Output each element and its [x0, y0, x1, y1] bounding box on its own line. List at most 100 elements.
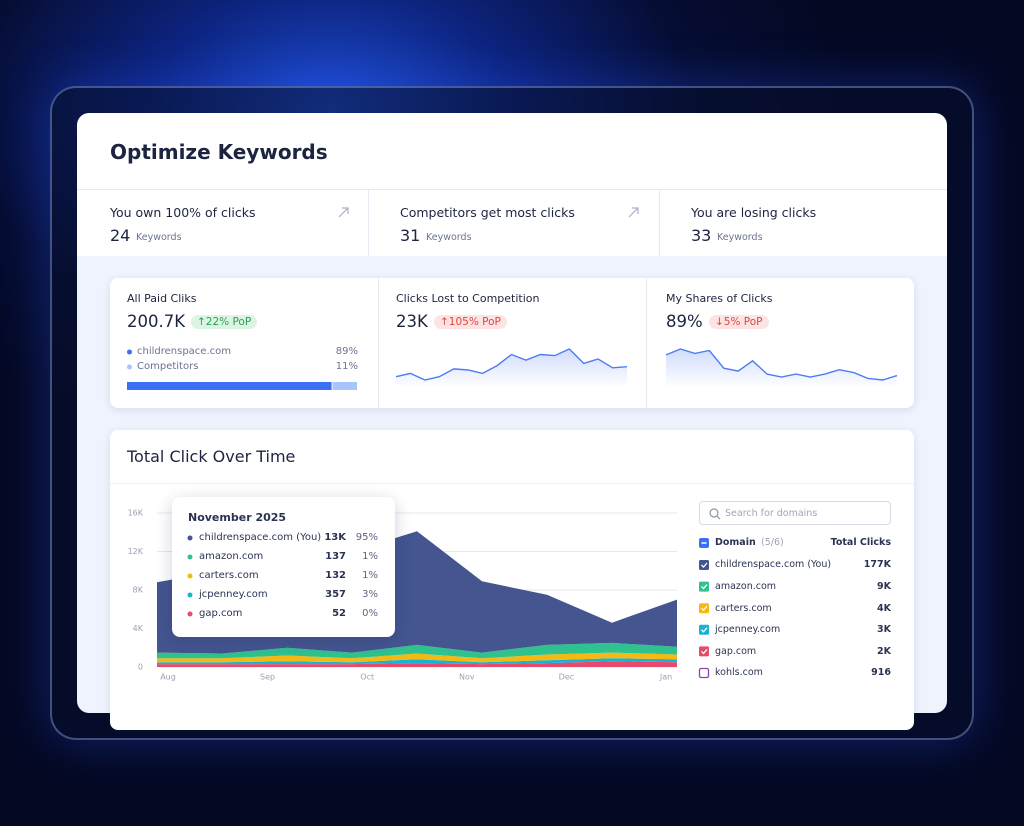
legend-total: 9K	[877, 580, 891, 592]
tooltip: November 2025 childrenspace.com (You) 13K 9…	[172, 497, 395, 637]
legend-dot	[127, 349, 132, 355]
legend-name: jcpenney.com	[715, 624, 781, 636]
sparkline-area	[396, 349, 627, 388]
x-tick-label: Nov	[459, 673, 475, 682]
arrow-icon	[338, 207, 349, 218]
tooltip-value: 13K	[324, 532, 346, 543]
summary-unit: Keywords	[426, 232, 472, 244]
divider	[368, 189, 369, 256]
arrow-icon	[628, 207, 639, 218]
checkbox[interactable]	[699, 560, 709, 570]
metric-change: ↑105% PoP	[434, 314, 507, 330]
legend-total: 3K	[877, 624, 891, 636]
metric-label: All Paid Cliks	[127, 292, 197, 306]
legend-name: kohls.com	[715, 667, 763, 679]
checkbox[interactable]	[699, 624, 709, 635]
summary-count: 24	[110, 226, 131, 246]
area	[157, 652, 677, 663]
share-bar	[332, 382, 357, 390]
y-tick-label: 16K	[128, 509, 144, 518]
summary-label: You own 100% of clicks	[110, 204, 256, 220]
legend-total-header: Total Clicks	[830, 537, 891, 549]
legend-name: carters.com	[715, 602, 772, 614]
divider	[110, 483, 914, 484]
checkbox[interactable]	[698, 667, 710, 679]
search-icon	[709, 508, 719, 518]
metric-label: Clicks Lost to Competition	[396, 292, 540, 306]
legend-total: 916	[871, 667, 891, 679]
legend-dot	[187, 592, 193, 598]
summary-count: 31	[400, 226, 421, 246]
tooltip-share: 3%	[362, 589, 378, 600]
summary-unit: Keywords	[136, 232, 182, 244]
tooltip-share: 0%	[362, 608, 378, 619]
legend-count: (5/6)	[761, 537, 784, 549]
metric-label: My Shares of Clicks	[666, 292, 773, 306]
tooltip-name: carters.com	[199, 570, 259, 581]
area	[157, 642, 677, 659]
y-tick-label: 4K	[133, 624, 144, 633]
tooltip-name: amazon.com	[199, 551, 264, 562]
summary-label: Competitors get most clicks	[400, 204, 575, 220]
share-label: 11%	[335, 361, 358, 372]
summary-count: 33	[691, 226, 712, 246]
x-tick-label: Aug	[160, 673, 176, 682]
metric-value: 23K	[396, 312, 428, 332]
share-label: 89%	[335, 346, 358, 357]
page-title: Optimize Keywords	[110, 140, 328, 164]
summary-label: You are losing clicks	[691, 204, 817, 220]
legend-name: amazon.com	[715, 580, 777, 592]
legend-name: childrenspace.com (You)	[715, 559, 832, 571]
metric-change: ↓5% PoP	[709, 314, 769, 330]
checkbox-mark	[701, 627, 708, 633]
x-tick-label: Sep	[260, 673, 275, 682]
legend-total: 2K	[877, 645, 891, 657]
tooltip-value: 132	[325, 570, 346, 581]
tooltip-share: 1%	[362, 570, 378, 581]
tooltip-name: jcpenney.com	[199, 589, 268, 600]
tooltip-share: 1%	[362, 551, 378, 562]
area	[157, 658, 677, 665]
share-bar	[127, 382, 332, 390]
y-tick-label: 12K	[128, 547, 144, 556]
legend-total: 4K	[877, 602, 891, 614]
divider	[77, 189, 947, 190]
metric-value: 200.7K	[127, 312, 186, 332]
x-tick-label: Jan	[659, 673, 672, 682]
metric-change: ↑22% PoP	[191, 314, 258, 330]
tooltip-value: 137	[325, 551, 346, 562]
legend-total: 177K	[863, 559, 891, 571]
checkbox-mark	[701, 605, 708, 612]
checkbox-mark	[701, 584, 708, 590]
sparkline	[395, 348, 628, 381]
tooltip-share: 95%	[355, 532, 378, 543]
divider	[378, 278, 379, 408]
legend-name: gap.com	[715, 645, 757, 657]
checkbox[interactable]	[699, 603, 709, 614]
checkbox-mark	[701, 562, 708, 568]
legend-dot	[187, 535, 193, 541]
tooltip-value: 357	[325, 589, 346, 600]
tooltip-title: November 2025	[188, 511, 287, 525]
tooltip-value: 52	[332, 608, 346, 619]
legend-dot	[187, 573, 193, 579]
checkbox[interactable]	[699, 581, 709, 592]
legend-header: Domain	[715, 537, 756, 549]
share-name: childrenspace.com	[137, 346, 231, 357]
y-tick-label: 0	[138, 663, 143, 672]
area	[157, 661, 677, 667]
tooltip-name: gap.com	[199, 608, 243, 619]
sparkline-area	[666, 349, 897, 388]
search-box[interactable]	[699, 501, 891, 525]
checkbox-mark	[701, 648, 708, 655]
tooltip-name: childrenspace.com (You)	[199, 532, 322, 543]
legend-dot	[187, 611, 193, 617]
divider	[659, 189, 660, 256]
tooltip-icons	[187, 535, 193, 617]
legend-dot	[127, 364, 132, 370]
checkbox[interactable]	[699, 646, 709, 657]
divider	[646, 278, 647, 408]
summary-unit: Keywords	[717, 232, 763, 244]
